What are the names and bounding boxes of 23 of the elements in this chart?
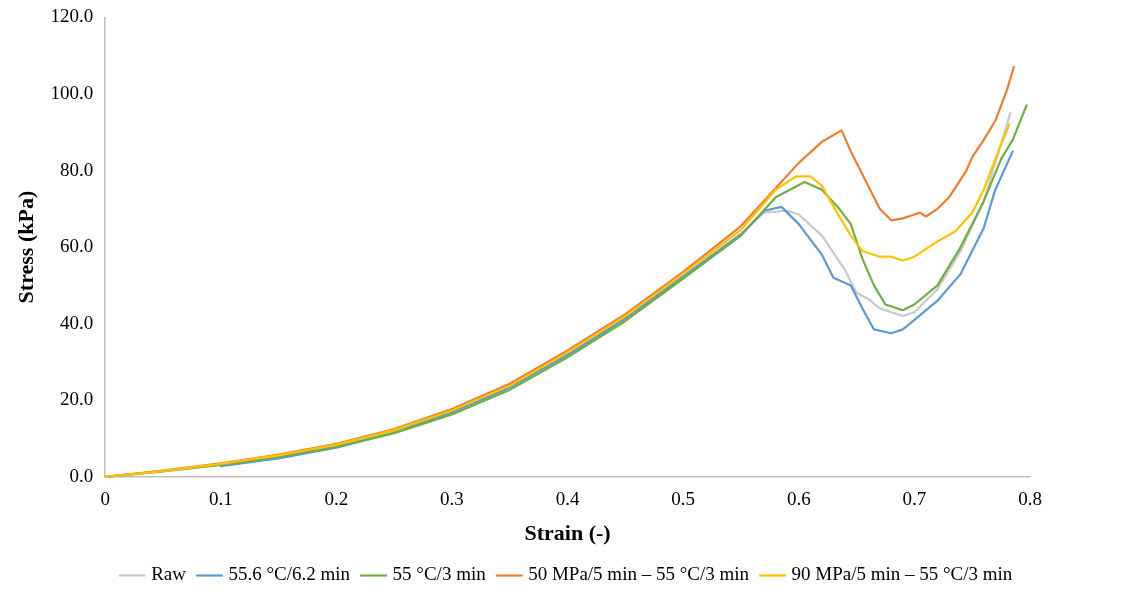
y-axis-title: Stress (kPa) [12,190,38,304]
y-tick-label: 40.0 [59,311,94,333]
x-tick-label: 0.7 [902,488,927,510]
x-tick-label: 0.6 [786,488,811,510]
legend-label: Raw [151,563,187,585]
x-tick-label: 0.2 [324,488,349,510]
y-tick-label: 80.0 [59,158,94,180]
x-axis-title: Strain (-) [524,520,611,546]
y-tick-label: 100.0 [50,81,94,103]
legend-label: 90 MPa/5 min – 55 °C/3 min [791,563,1013,585]
x-tick-label: 0.3 [440,488,464,510]
x-tick-label: 0.1 [208,488,233,510]
x-tick-label: 0.4 [555,488,580,510]
legend-label: 55.6 °C/6.2 min [228,563,351,585]
x-tick-label: 0.5 [671,488,696,510]
y-tick-label: 0.0 [69,464,94,486]
y-tick-label: 120.0 [50,5,94,27]
y-tick-label: 20.0 [59,388,94,410]
legend-label: 55 °C/3 min [392,563,487,585]
x-tick-label: 0 [100,488,110,510]
legend-label: 50 MPa/5 min – 55 °C/3 min [528,563,750,585]
y-tick-label: 60.0 [59,235,94,257]
x-tick-label: 0.8 [1018,488,1042,510]
